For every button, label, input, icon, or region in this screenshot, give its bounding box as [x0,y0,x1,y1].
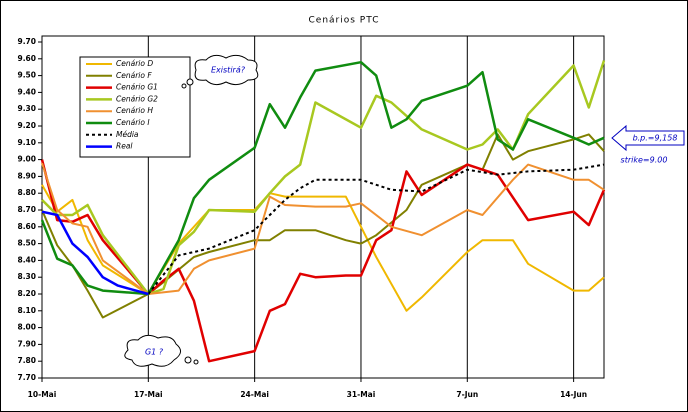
x-tick-label: 7-Jun [456,390,478,399]
series-line [41,162,605,295]
legend: Cenário D Cenário F Cenário G1 Cenário G2 Ce… [79,56,191,158]
y-tick-label: 7.90 [17,339,36,348]
legend-label: Cenário I [116,118,150,127]
y-tick-label: 8.90 [17,171,36,180]
y-tick-label: 8.60 [17,222,36,231]
y-tick-label: 8.20 [17,289,36,298]
annotation: G1 ? [145,348,164,357]
chart-title: Cenários PTC [309,16,380,26]
x-tick-label: 10-Mai [28,390,57,399]
annotation: strike=9.00 [621,156,668,165]
legend-box [79,56,191,158]
y-tick-label: 9.40 [17,87,36,96]
legend-label: Cenário G2 [116,94,158,103]
series-line [40,159,606,363]
y-tick-label: 9.20 [17,121,36,130]
callout-dot [186,78,194,86]
y-tick-label: 9.60 [17,54,36,63]
y-tick-label: 8.00 [17,323,36,332]
series-line [41,133,605,319]
legend-label: Cenário G1 [116,83,158,92]
legend-label: Cenário D [116,59,153,68]
y-tick-label: 8.30 [17,272,36,281]
callout-dot [184,356,192,364]
y-tick-label: 8.40 [17,255,36,264]
legend-label: Média [116,130,139,139]
y-tick-label: 8.70 [17,205,36,214]
legend-label: Cenário H [116,106,153,115]
y-tick-label: 9.50 [17,71,36,80]
x-tick-label: 17-Mai [134,390,163,399]
callout-g1: G1 ? [124,334,199,367]
lines [40,60,606,363]
annotation: b.p.=9,158 [633,134,678,143]
series-line [41,60,606,296]
callout-dot [181,83,187,89]
series-line [41,210,149,296]
callout-cloud [124,334,181,367]
series-line [40,60,605,296]
y-tick-label: 9.70 [17,37,36,46]
callout-cloud [194,54,259,86]
legend-label: Cenário F [116,71,152,80]
annotation: Existirá? [211,66,246,75]
y-tick-label: 8.50 [17,239,36,248]
plot-area [41,35,605,379]
arrow [611,124,685,152]
callout-existira: Existirá? [181,54,259,89]
series-line [41,184,605,312]
y-tick-label: 9.30 [17,104,36,113]
series-line [147,163,605,295]
x-tick-label: 14-Jun [560,390,587,399]
y-tick-label: 7.80 [17,356,36,365]
legend-label: Real [116,142,133,151]
x-tick-label: 24-Mai [240,390,269,399]
y-tick-label: 8.10 [17,306,36,315]
y-tick-label: 9.10 [17,138,36,147]
x-tick-label: 31-Mai [347,390,376,399]
callout-bp: b.p.=9,158 strike=9.00 [611,124,685,165]
y-tick-label: 9.00 [17,155,36,164]
y-tick-label: 7.70 [17,373,36,382]
callout-dot [193,359,199,365]
y-tick-label: 8.80 [17,188,36,197]
